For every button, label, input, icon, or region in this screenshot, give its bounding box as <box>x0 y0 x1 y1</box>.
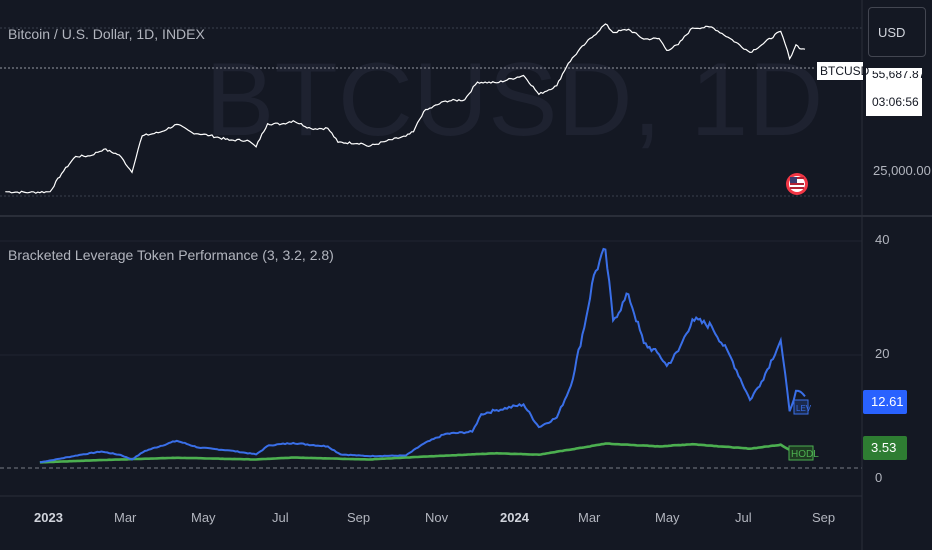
hodl-end-label-box <box>788 445 814 461</box>
hodl-value-tag: 3.53 <box>863 436 907 460</box>
flag-canton <box>790 177 797 183</box>
lev-end-label: LEV <box>796 404 812 413</box>
x-tick-may: May <box>191 510 216 525</box>
lev-end-label-box <box>793 399 809 415</box>
symbol-title[interactable]: Bitcoin / U.S. Dollar, 1D, INDEX <box>8 26 205 42</box>
hodl-line <box>39 442 806 464</box>
x-tick-mar-2024: Mar <box>578 510 601 525</box>
symbol-watermark: BTCUSD, 1D <box>205 42 823 158</box>
x-tick-mar: Mar <box>114 510 137 525</box>
bar-countdown: 03:06:56 <box>872 95 919 109</box>
flag-stripe <box>790 183 804 185</box>
btcusd-price-line <box>5 23 806 194</box>
x-tick-sep: Sep <box>347 510 371 525</box>
indicator-title[interactable]: Bracketed Leverage Token Performance (3,… <box>8 247 334 263</box>
x-tick-may-2024: May <box>655 510 680 525</box>
flag-stripe <box>797 177 804 179</box>
x-tick-2024: 2024 <box>500 510 529 525</box>
indicator-tick-0: 0 <box>875 470 883 485</box>
last-price-tag: 55,687.87 03:06:56 <box>866 68 922 116</box>
currency-button[interactable]: USD <box>868 7 926 57</box>
x-tick-jul: Jul <box>272 510 289 525</box>
price-tick-25000: 25,000.00 <box>873 163 931 178</box>
hodl-end-label: HODL <box>791 449 819 460</box>
x-tick-jul-2024: Jul <box>735 510 752 525</box>
symbol-price-label: BTCUSD <box>816 61 869 81</box>
flag-stripe <box>790 187 804 189</box>
x-tick-nov: Nov <box>425 510 449 525</box>
leveraged-value-tag: 12.61 <box>863 390 907 414</box>
indicator-tick-40: 40 <box>875 232 890 247</box>
us-flag-event-icon[interactable] <box>786 173 808 195</box>
last-price-partial: 55,687.87 <box>872 71 922 81</box>
x-tick-2023: 2023 <box>34 510 63 525</box>
x-tick-sep-2024: Sep <box>812 510 836 525</box>
leveraged-token-line <box>39 247 806 464</box>
indicator-tick-20: 20 <box>875 346 890 361</box>
